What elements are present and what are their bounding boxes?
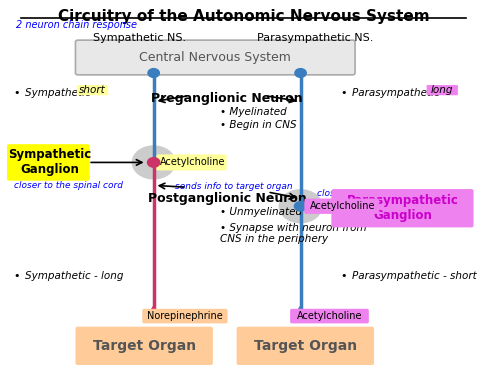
Text: •: • bbox=[341, 271, 347, 281]
Text: • Synapse with neuron from
CNS in the periphery: • Synapse with neuron from CNS in the pe… bbox=[220, 223, 366, 244]
Text: Sympathetic - long: Sympathetic - long bbox=[25, 271, 124, 281]
Text: long: long bbox=[431, 85, 454, 95]
Text: Parasympathetic -: Parasympathetic - bbox=[352, 88, 450, 98]
FancyBboxPatch shape bbox=[332, 189, 474, 227]
Text: Target Organ: Target Organ bbox=[254, 339, 357, 353]
Circle shape bbox=[279, 190, 322, 223]
Text: •: • bbox=[14, 88, 20, 98]
Text: short: short bbox=[79, 85, 106, 95]
Text: •: • bbox=[14, 271, 20, 281]
Text: Target Organ: Target Organ bbox=[92, 339, 196, 353]
FancyBboxPatch shape bbox=[6, 144, 89, 181]
FancyBboxPatch shape bbox=[290, 309, 369, 323]
Text: Postganglionic Neuron: Postganglionic Neuron bbox=[148, 192, 306, 205]
Text: Norepinephrine: Norepinephrine bbox=[147, 311, 223, 321]
Text: • Myelinated: • Myelinated bbox=[220, 107, 287, 116]
Circle shape bbox=[148, 158, 160, 167]
Text: Sympathetic
Ganglion: Sympathetic Ganglion bbox=[8, 149, 91, 176]
Text: Parasympathetic NS.: Parasympathetic NS. bbox=[256, 33, 373, 43]
FancyBboxPatch shape bbox=[76, 40, 355, 75]
Text: Central Nervous System: Central Nervous System bbox=[140, 51, 291, 64]
Text: Preganglionic Neuron: Preganglionic Neuron bbox=[152, 92, 303, 105]
Text: • Begin in CNS: • Begin in CNS bbox=[220, 120, 296, 130]
Text: •: • bbox=[341, 88, 347, 98]
Text: closer to the target organ: closer to the target organ bbox=[317, 189, 433, 198]
Text: Parasympathetic - short: Parasympathetic - short bbox=[352, 271, 476, 281]
Text: Circuitry of the Autonomic Nervous System: Circuitry of the Autonomic Nervous Syste… bbox=[58, 9, 430, 24]
FancyBboxPatch shape bbox=[156, 154, 226, 170]
Text: • Unmyelinated: • Unmyelinated bbox=[220, 207, 302, 216]
Text: Sympathetic -: Sympathetic - bbox=[25, 88, 101, 98]
Circle shape bbox=[295, 69, 306, 77]
Text: 2 neuron chain response: 2 neuron chain response bbox=[16, 20, 137, 30]
FancyBboxPatch shape bbox=[76, 327, 213, 365]
Text: Sympathetic NS.: Sympathetic NS. bbox=[93, 33, 186, 43]
Text: closer to the spinal cord: closer to the spinal cord bbox=[14, 181, 123, 190]
Text: Acetylcholine: Acetylcholine bbox=[310, 201, 375, 211]
Circle shape bbox=[132, 146, 175, 179]
Circle shape bbox=[294, 201, 306, 211]
FancyBboxPatch shape bbox=[304, 199, 379, 214]
FancyBboxPatch shape bbox=[77, 85, 108, 95]
FancyBboxPatch shape bbox=[142, 309, 228, 323]
Text: sends info to target organ: sends info to target organ bbox=[175, 182, 292, 191]
Text: Parasympathetic
Ganglion: Parasympathetic Ganglion bbox=[346, 194, 459, 222]
FancyBboxPatch shape bbox=[426, 85, 458, 95]
Text: Acetylcholine: Acetylcholine bbox=[160, 157, 226, 168]
FancyBboxPatch shape bbox=[236, 327, 374, 365]
Text: Acetylcholine: Acetylcholine bbox=[296, 311, 362, 321]
Circle shape bbox=[148, 69, 160, 77]
